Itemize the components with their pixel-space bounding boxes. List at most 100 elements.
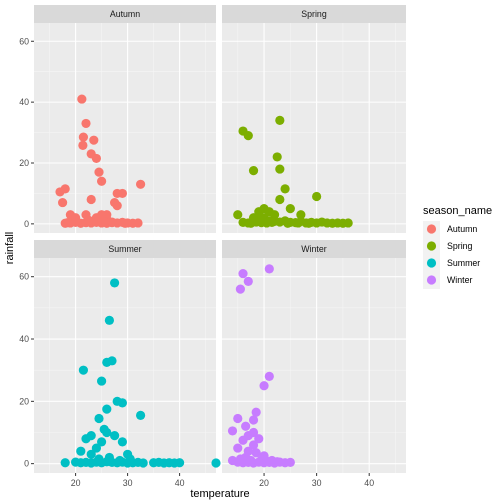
data-point-spring (296, 210, 306, 220)
legend-key-winter (426, 275, 437, 285)
legend-key-autumn (426, 224, 437, 234)
data-point-spring (304, 218, 314, 228)
y-tick-label: 60 (19, 272, 29, 282)
x-axis-title: temperature (190, 488, 249, 500)
data-point-autumn (89, 135, 99, 145)
facet-label-summer: Summer (108, 244, 141, 254)
data-point-spring (272, 152, 282, 162)
data-point-summer (104, 452, 114, 463)
data-point-summer (76, 446, 86, 456)
panel-background-spring (222, 23, 406, 233)
legend-label-spring: Spring (447, 241, 473, 251)
legend-label-summer: Summer (447, 258, 480, 268)
data-point-spring (275, 194, 285, 205)
y-tick-label: 20 (19, 158, 29, 168)
data-point-spring (233, 210, 243, 220)
data-point-autumn (97, 176, 107, 186)
data-point-autumn (60, 184, 70, 194)
data-point-autumn (91, 153, 101, 164)
data-point-winter (227, 426, 238, 436)
facet-label-winter: Winter (301, 244, 326, 254)
data-point-summer (117, 437, 127, 447)
data-point-winter (272, 457, 282, 467)
facet-strip-spring (222, 5, 406, 23)
data-point-spring (254, 207, 264, 217)
data-point-winter (243, 276, 253, 286)
facet-strip-winter (222, 240, 406, 258)
data-point-summer (78, 365, 88, 375)
data-point-winter (251, 448, 261, 458)
data-point-autumn (78, 140, 88, 150)
data-point-autumn (136, 179, 146, 189)
data-point-winter (233, 443, 243, 453)
facet-strip-autumn (34, 5, 216, 23)
data-point-summer (102, 404, 112, 414)
data-point-winter (248, 440, 259, 450)
data-point-autumn (120, 218, 130, 228)
y-tick-label: 60 (19, 36, 29, 46)
y-axis-title: rainfall (4, 232, 16, 264)
legend: Autumn Spring Summer Winter (423, 221, 480, 289)
data-point-autumn (63, 218, 73, 228)
data-point-autumn (117, 188, 127, 199)
data-point-winter (264, 371, 274, 382)
data-point-summer (97, 376, 107, 386)
x-tick-label: 30 (123, 478, 133, 488)
data-point-spring (283, 218, 293, 228)
data-point-autumn (86, 194, 96, 205)
data-point-autumn (81, 118, 91, 129)
data-point-spring (275, 115, 285, 125)
data-point-summer (138, 458, 148, 468)
data-point-spring (312, 191, 322, 202)
ticks-layer: 0 20 40 60 0 20 40 60 20 30 40 20 30 40 (19, 36, 374, 488)
y-tick-label: 40 (19, 334, 29, 344)
data-point-winter (285, 457, 295, 468)
data-point-summer (175, 458, 185, 468)
y-tick-label: 40 (19, 97, 29, 107)
x-tick-label: 20 (71, 478, 81, 488)
data-point-spring (280, 184, 290, 194)
data-point-spring (248, 166, 259, 176)
data-point-summer (136, 410, 146, 420)
facet-label-spring: Spring (301, 9, 327, 19)
data-point-summer (107, 356, 117, 366)
data-point-winter (233, 413, 243, 424)
facet-label-autumn: Autumn (110, 9, 140, 19)
data-point-winter (254, 434, 264, 444)
y-tick-label: 20 (19, 396, 29, 406)
data-point-summer (86, 449, 96, 459)
panel-background-autumn (34, 23, 216, 233)
legend-key-summer (426, 258, 437, 268)
data-point-winter (235, 284, 245, 294)
data-point-winter (241, 421, 251, 431)
panel-background-summer (34, 258, 216, 473)
data-point-summer (94, 454, 104, 464)
facet-strip-summer (34, 240, 216, 258)
legend-label-winter: Winter (447, 275, 472, 285)
data-point-summer (211, 458, 221, 468)
x-tick-label: 20 (259, 478, 269, 488)
legend-key-spring (426, 241, 437, 251)
data-point-summer (94, 413, 104, 424)
data-point-summer (104, 315, 114, 325)
data-point-summer (86, 431, 96, 441)
data-point-spring (285, 204, 295, 214)
data-point-spring (293, 218, 303, 228)
data-point-winter (259, 381, 269, 391)
data-point-summer (91, 443, 101, 453)
data-point-summer (97, 437, 107, 447)
x-tick-label: 30 (312, 478, 322, 488)
data-point-autumn (78, 132, 88, 142)
x-tick-label: 40 (175, 478, 185, 488)
data-point-winter (248, 415, 259, 425)
data-point-winter (251, 407, 261, 417)
x-tick-label: 40 (364, 478, 374, 488)
points-layer (55, 94, 353, 468)
data-point-winter (238, 268, 248, 279)
data-point-spring (238, 217, 248, 227)
data-point-autumn (94, 167, 104, 177)
data-point-autumn (58, 197, 68, 208)
data-point-summer (117, 398, 127, 408)
y-tick-label: 0 (24, 219, 29, 229)
